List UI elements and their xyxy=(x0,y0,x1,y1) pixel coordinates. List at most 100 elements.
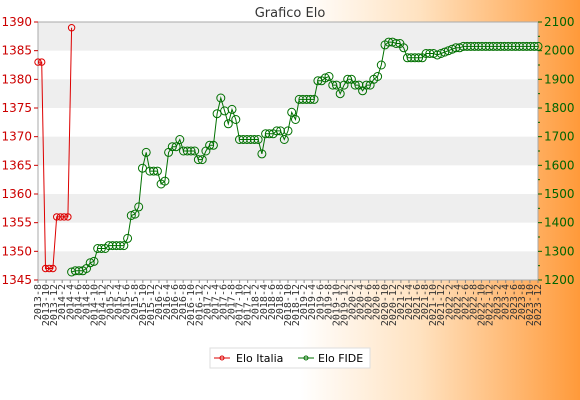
left-tick-label: 1375 xyxy=(1,101,32,115)
data-point xyxy=(440,47,450,57)
left-tick-label: 1385 xyxy=(1,44,32,58)
data-point xyxy=(141,147,151,157)
data-point xyxy=(227,104,237,114)
x-tick-label: 2014-12 xyxy=(98,284,109,326)
grid-band xyxy=(38,79,538,108)
x-tick-label: 2015-8 xyxy=(130,284,141,320)
left-tick-label: 1380 xyxy=(1,72,32,86)
x-tick-label: 2018-12 xyxy=(291,284,302,326)
data-point xyxy=(167,142,177,152)
series-elo-italia xyxy=(34,24,76,273)
x-tick-label: 2020-12 xyxy=(388,284,399,326)
data-point xyxy=(410,53,420,63)
x-tick-label: 2014-10 xyxy=(89,284,100,326)
x-tick-label: 2019-6 xyxy=(315,284,326,320)
data-point xyxy=(492,41,502,51)
x-tick-label: 2017-6 xyxy=(218,284,229,320)
x-tick-label: 2019-12 xyxy=(339,284,350,326)
data-point xyxy=(67,24,76,32)
x-tick-label: 2020-10 xyxy=(380,284,391,326)
x-tick-label: 2023-12 xyxy=(533,284,544,326)
legend-marker-fide xyxy=(303,355,309,361)
data-point xyxy=(130,209,140,219)
x-tick-label: 2022-12 xyxy=(485,284,496,326)
data-point xyxy=(279,135,289,144)
left-tick-label: 1365 xyxy=(1,158,32,172)
left-tick-label: 1345 xyxy=(1,273,32,287)
data-point xyxy=(496,41,506,51)
left-tick-label: 1390 xyxy=(1,15,32,29)
data-point xyxy=(126,211,136,220)
x-tick-label: 2015-4 xyxy=(114,284,125,320)
data-point xyxy=(152,166,162,176)
x-tick-label: 2019-10 xyxy=(331,284,342,326)
data-point xyxy=(96,244,106,253)
x-tick-label: 2020-4 xyxy=(356,284,367,320)
x-tick-label: 2019-4 xyxy=(307,284,318,320)
data-point xyxy=(305,94,315,104)
legend-label-fide: Elo FIDE xyxy=(318,352,363,365)
x-tick-label: 2022-10 xyxy=(477,284,488,326)
x-tick-label: 2023-6 xyxy=(509,284,520,320)
data-point xyxy=(335,89,345,99)
x-tick-label: 2021-12 xyxy=(436,284,447,326)
x-tick-label: 2016-8 xyxy=(178,284,189,320)
data-point xyxy=(253,135,263,144)
x-tick-label: 2020-2 xyxy=(348,284,359,320)
plot-area xyxy=(37,21,539,281)
right-tick-label: 2100 xyxy=(544,15,575,29)
legend-marker-italia xyxy=(219,355,225,361)
data-point xyxy=(458,41,468,51)
data-point xyxy=(208,140,218,150)
x-tick-label: 2016-4 xyxy=(162,284,173,320)
x-tick-label: 2018-6 xyxy=(267,284,278,320)
data-point xyxy=(257,149,267,159)
left-tick-label: 1360 xyxy=(1,187,32,201)
data-point xyxy=(205,140,215,150)
chart-title: Grafico Elo xyxy=(255,6,326,21)
x-tick-label: 2016-12 xyxy=(194,284,205,326)
data-point xyxy=(373,72,383,81)
data-point xyxy=(49,264,57,273)
data-point xyxy=(414,53,424,63)
data-point xyxy=(283,126,293,136)
x-tick-label: 2021-10 xyxy=(428,284,439,326)
left-tick-label: 1370 xyxy=(1,130,32,144)
right-tick-label: 2000 xyxy=(544,44,575,58)
x-tick-label: 2016-6 xyxy=(170,284,181,320)
data-point xyxy=(533,41,543,51)
x-tick-label: 2015-6 xyxy=(122,284,133,320)
x-tick-label: 2015-2 xyxy=(106,284,117,320)
data-point xyxy=(309,94,319,104)
data-point xyxy=(231,115,241,124)
data-point xyxy=(391,39,401,48)
left-tick-label: 1350 xyxy=(1,244,32,258)
x-tick-label: 2013-10 xyxy=(41,284,52,326)
x-tick-label: 2021-4 xyxy=(404,284,415,320)
data-point xyxy=(64,213,72,221)
data-point xyxy=(41,264,50,273)
data-point xyxy=(60,213,68,221)
x-tick-label: 2022-4 xyxy=(452,284,463,320)
data-point xyxy=(421,49,431,58)
right-tick-label: 1700 xyxy=(544,130,575,144)
data-point xyxy=(242,135,252,144)
data-point xyxy=(376,60,386,70)
x-tick-label: 2021-2 xyxy=(396,284,407,320)
data-point xyxy=(53,213,61,221)
data-point xyxy=(361,80,371,90)
grid-band xyxy=(38,194,538,223)
data-point xyxy=(193,155,203,165)
x-tick-label: 2016-10 xyxy=(186,284,197,326)
data-point xyxy=(190,146,200,156)
data-point xyxy=(481,41,491,51)
x-tick-label: 2017-8 xyxy=(227,284,238,320)
data-point xyxy=(115,241,125,251)
data-point xyxy=(443,46,453,56)
series-elo-fide xyxy=(67,37,543,277)
data-point xyxy=(399,43,409,53)
x-tick-label: 2018-8 xyxy=(275,284,286,320)
x-tick-label: 2021-8 xyxy=(420,284,431,320)
data-point xyxy=(175,135,185,144)
